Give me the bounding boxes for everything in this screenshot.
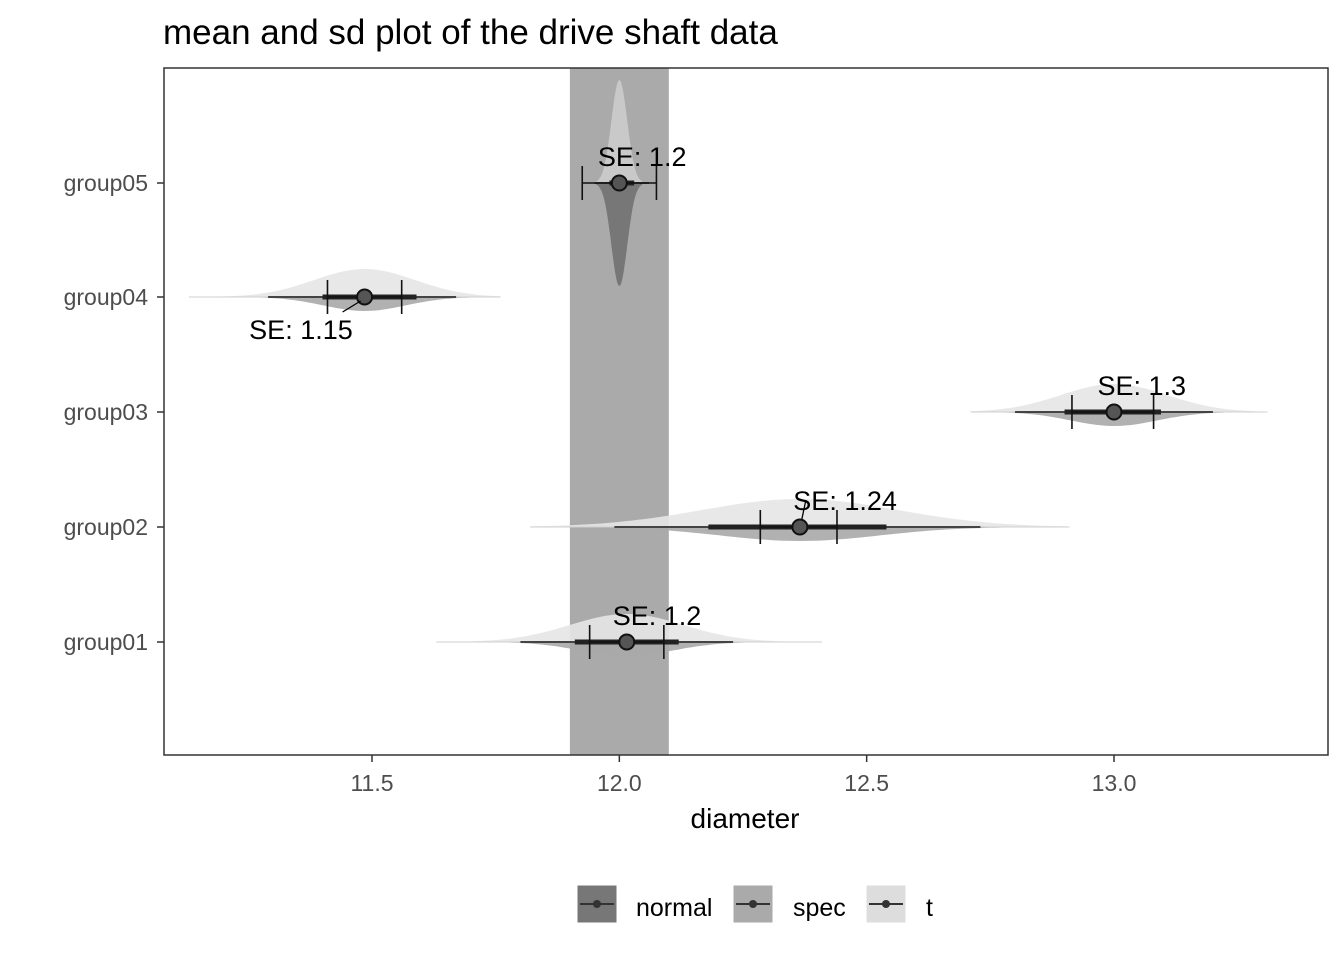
group02-label-leader xyxy=(801,499,807,520)
x-axis-title: diameter xyxy=(691,803,800,834)
legend-label-normal: normal xyxy=(636,894,712,922)
x-tick-label: 12.5 xyxy=(844,770,889,796)
legend-key-point xyxy=(593,900,601,908)
y-tick-label: group05 xyxy=(64,170,148,196)
group05-density-normal xyxy=(584,183,654,286)
legend-label-t: t xyxy=(926,894,933,922)
x-tick-label: 13.0 xyxy=(1092,770,1137,796)
group04-mean-point xyxy=(356,288,374,306)
group05-density-t xyxy=(584,80,654,183)
legend-key-point xyxy=(749,900,757,908)
group05-se-label: SE: 1.2 xyxy=(598,142,687,172)
group03-se-label: SE: 1.3 xyxy=(1098,371,1187,401)
x-tick-label: 11.5 xyxy=(350,770,393,796)
group02-mean-point xyxy=(791,518,809,536)
legend-key-point xyxy=(882,900,890,908)
group03-mean-point xyxy=(1105,403,1123,421)
group04-se-label: SE: 1.15 xyxy=(249,315,353,345)
group05-mean-point xyxy=(610,174,628,192)
y-tick-label: group02 xyxy=(64,514,148,540)
group01-density-t xyxy=(436,614,823,642)
chart-title: mean and sd plot of the drive shaft data xyxy=(163,13,778,52)
y-tick-label: group03 xyxy=(64,399,148,425)
legend-label-spec: spec xyxy=(793,894,846,922)
group04-label-leader xyxy=(342,300,361,313)
group03-density-spec xyxy=(970,412,1268,426)
group01-mean-point xyxy=(618,633,636,651)
group02-se-label: SE: 1.24 xyxy=(793,486,897,516)
group04-density-t xyxy=(189,269,501,297)
group03-density-t xyxy=(970,384,1268,412)
group01-se-label: SE: 1.2 xyxy=(613,601,702,631)
group02-density-t xyxy=(530,499,1070,527)
y-tick-label: group04 xyxy=(64,284,149,310)
x-tick-label: 12.0 xyxy=(597,770,642,796)
group04-density-spec xyxy=(189,297,501,311)
y-tick-label: group01 xyxy=(64,629,148,655)
